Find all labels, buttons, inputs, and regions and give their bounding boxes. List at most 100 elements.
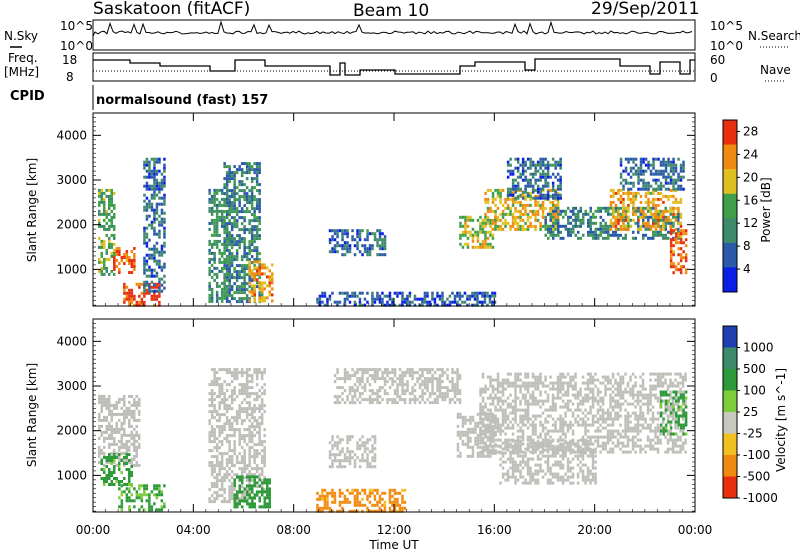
scatter-cell [491,236,495,240]
scatter-cell [506,384,510,388]
scatter-cell [98,448,101,452]
scatter-cell [504,200,507,204]
scatter-cell [622,178,625,182]
scatter-cell [408,368,412,372]
scatter-cell [210,494,214,498]
scatter-cell [263,488,266,492]
scatter-cell [446,386,449,390]
scatter-cell [456,303,459,307]
scatter-cell [333,401,337,405]
scatter-cell [491,435,495,439]
scatter-cell [323,497,327,501]
scatter-cell [103,451,106,455]
scatter-cell [243,494,246,498]
scatter-cell [378,229,382,233]
scatter-cell [511,197,515,201]
scatter-cell [383,368,387,372]
scatter-cell [466,297,469,301]
scatter-cell [534,218,537,222]
scatter-cell [208,260,211,264]
scatter-cell [318,509,322,513]
scatter-cell [524,175,527,179]
scatter-cell [552,215,555,219]
scatter-cell [644,194,648,198]
scatter-cell [155,294,159,298]
scatter-cell [268,269,271,273]
scatter-cell [446,303,449,307]
scatter-cell [215,455,219,459]
scatter-cell [549,218,552,222]
power-cbar-label: Power [dB] [759,177,773,242]
scatter-cell [326,494,329,498]
scatter-cell [436,294,439,298]
scatter-cell [486,230,490,234]
scatter-cell [145,202,149,206]
scatter-cell [148,256,151,260]
scatter-cell [228,177,231,181]
scatter-cell [238,201,241,205]
scatter-cell [228,291,231,295]
scatter-cell [471,294,474,298]
scatter-cell [135,451,138,455]
scatter-cell [541,203,545,207]
scatter-cell [240,461,244,465]
scatter-cell [559,157,562,161]
scatter-cell [529,417,532,421]
scatter-cell [654,227,658,231]
scatter-cell [263,452,266,456]
scatter-cell [393,500,397,504]
scatter-cell [546,169,550,173]
scatter-cell [98,203,101,207]
scatter-cell [531,190,535,194]
scatter-cell [461,442,465,446]
scatter-cell [148,166,151,170]
scatter-cell [499,390,502,394]
scatter-cell [366,368,369,372]
scatter-cell [118,448,121,452]
scatter-cell [158,184,161,188]
scatter-cell [371,232,374,236]
scatter-cell [223,425,226,429]
scatter-cell [556,184,560,188]
scatter-cell [223,177,226,181]
scatter-cell [567,227,570,231]
scatter-cell [378,247,382,251]
scatter-cell [371,297,374,301]
scatter-cell [622,227,625,231]
scatter-cell [245,162,249,166]
scatter-cell [501,420,505,424]
scatter-cell [233,478,236,482]
scatter-cell [471,445,475,449]
scatter-cell [220,197,224,201]
scatter-cell [218,377,221,381]
scatter-cell [368,491,372,495]
scatter-cell [456,294,459,298]
scatter-cell [128,505,131,509]
scatter-cell [664,187,668,191]
scatter-cell [235,422,239,426]
scatter-cell [529,181,532,185]
scatter-cell [228,428,231,432]
scatter-cell [155,271,159,275]
scatter-cell [253,481,256,485]
scatter-cell [388,294,392,298]
scatter-cell [396,291,399,295]
scatter-cell [521,423,525,427]
scatter-cell [453,401,457,405]
scatter-cell [632,236,635,240]
scatter-cell [493,294,497,298]
scatter-cell [233,291,236,295]
scatter-cell [589,221,592,225]
scatter-cell [248,168,251,172]
scatter-cell [138,496,141,500]
scatter-cell [559,166,562,170]
scatter-cell [368,244,372,248]
scatter-cell [213,266,216,270]
scatter-cell [253,496,256,500]
scatter-cell [499,212,502,216]
colorbar-tick-label: 12 [743,216,758,230]
scatter-cell [248,299,251,303]
scatter-cell [243,434,246,438]
scatter-cell [240,171,244,175]
